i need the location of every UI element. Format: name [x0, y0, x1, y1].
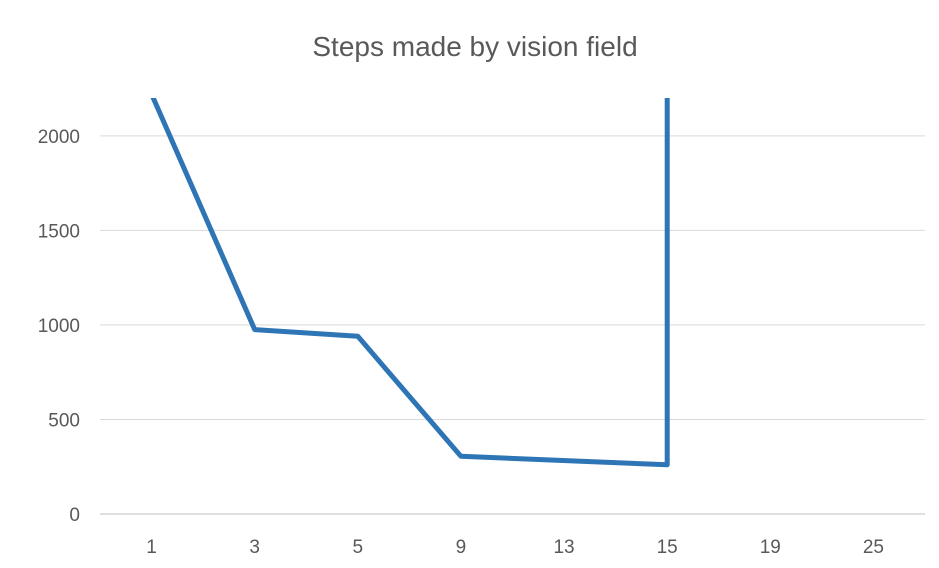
x-tick-label: 5	[353, 537, 364, 558]
x-tick-label: 3	[249, 537, 260, 558]
x-tick-label: 13	[553, 537, 574, 558]
x-axis-ticks: 1 3 5 9 13 15 19 25	[146, 537, 884, 558]
y-axis-ticks: 0 500 1000 1500 2000	[38, 127, 80, 526]
y-tick-label: 500	[48, 410, 80, 431]
chart-title: Steps made by vision field	[312, 31, 637, 62]
gridlines	[100, 135, 925, 515]
x-tick-label: 15	[657, 537, 678, 558]
series-layer	[150, 94, 670, 468]
x-tick-label: 25	[863, 537, 884, 558]
y-tick-label: 1000	[38, 316, 80, 337]
x-tick-label: 9	[456, 537, 467, 558]
y-tick-label: 2000	[38, 127, 80, 148]
series-line	[150, 98, 670, 468]
x-tick-label: 19	[760, 537, 781, 558]
y-tick-label: 0	[69, 505, 80, 526]
x-tick-label: 1	[146, 537, 157, 558]
y-tick-label: 1500	[38, 221, 80, 242]
